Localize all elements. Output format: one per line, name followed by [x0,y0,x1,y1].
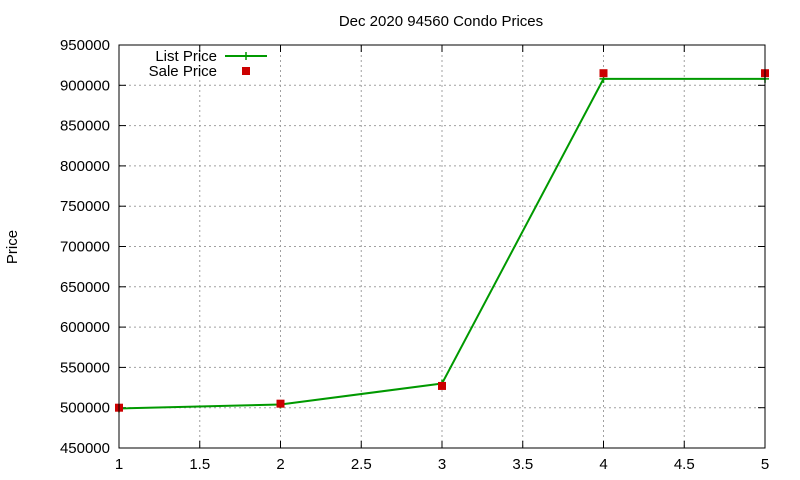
y-tick-label: 800000 [60,158,110,175]
legend: List Price Sale Price [149,48,267,80]
legend-label-sale-price: Sale Price [149,63,217,80]
y-tick-label: 600000 [60,319,110,336]
sale-price-point [438,381,446,390]
legend-label-list-price: List Price [155,48,217,65]
sale-price-point [276,399,285,408]
list-price-line [118,77,765,410]
y-tick-label: 950000 [60,37,110,54]
y-tick-label: 550000 [60,359,110,376]
y-tick-label: 500000 [60,400,110,417]
x-tick-label: 3.5 [512,456,533,473]
y-axis-label: Price [4,230,21,264]
y-tick-label: 850000 [60,118,110,135]
legend-plus-marker [242,52,250,60]
legend-key-list-price [225,52,267,60]
x-tick-label: 5 [761,456,769,473]
y-tick-label: 900000 [60,77,110,94]
legend-square-marker [242,67,250,75]
x-tick-label: 4 [599,456,607,473]
x-tick-label: 3 [438,456,446,473]
chart-title: Dec 2020 94560 Condo Prices [339,13,543,30]
y-tick-label: 650000 [60,279,110,296]
sale-price-point [599,69,608,78]
plot-frame [118,44,766,449]
x-tick-label: 2.5 [351,456,372,473]
y-tick-label: 700000 [60,239,110,256]
x-tick-label: 1 [115,456,123,473]
y-tick-label: 750000 [60,198,110,215]
x-tick-label: 1.5 [189,456,210,473]
x-tick-label: 4.5 [674,456,695,473]
axis-ticks: 1 1.5 2 2.5 3 3.5 4 4.5 5 450000 500000 550000 60000… [60,37,769,473]
legend-key-sale-price [242,67,250,75]
x-tick-label: 2 [276,456,284,473]
y-tick-label: 450000 [60,440,110,457]
